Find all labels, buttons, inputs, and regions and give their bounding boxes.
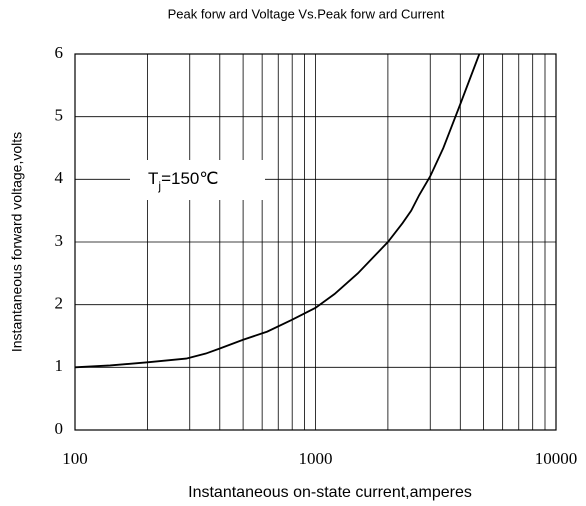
data-line [74,53,481,369]
annotation-box [130,160,265,200]
x-tick-label: 100 [62,449,88,468]
plot-frame [74,53,557,431]
x-axis-label: Instantaneous on-state current,amperes [188,484,472,501]
annotation-sub: j [157,179,161,193]
annotation-base: T [148,169,158,188]
y-tick-label: 0 [55,419,64,438]
y-tick-label: 6 [55,43,64,62]
annotation-text: =150℃ [161,169,218,188]
y-tick-label: 4 [55,168,64,187]
x-tick-label: 1000 [299,449,333,468]
y-tick-label: 2 [55,294,64,313]
y-tick-label: 5 [55,106,64,125]
y-tick-label: 3 [55,231,64,250]
annotation: Tj=150℃ [148,169,218,193]
y-axis-label: Instantaneous forward voltage,volts [9,132,25,352]
chart-title: Peak forw ard Voltage Vs.Peak forw ard C… [168,6,445,21]
x-tick-label: 10000 [535,449,578,468]
y-tick-label: 1 [55,356,64,375]
